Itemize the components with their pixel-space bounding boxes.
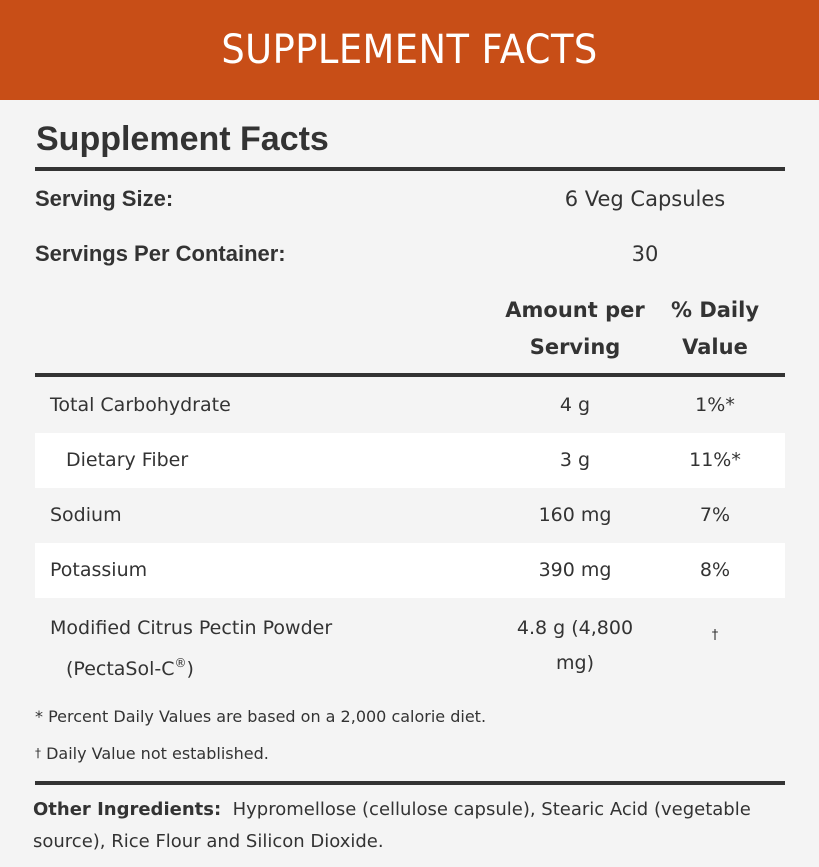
divider [35,781,785,785]
nutrient-daily-value: 1%* [695,394,735,416]
nutrient-name: Sodium [50,504,122,526]
footnote-daily-value-not-established: † Daily Value not established. [35,744,269,763]
header-banner: SUPPLEMENT FACTS [0,0,819,100]
column-header-daily-value: % Daily Value [655,292,775,366]
dagger-mark: † [35,746,41,760]
amount-line2: mg) [556,652,594,674]
table-row: Dietary Fiber 3 g 11%* [35,433,785,488]
nutrient-amount: 3 g [559,449,591,471]
table-row: Potassium 390 mg 8% [35,543,785,598]
table-row-pectin: Modified Citrus Pectin Powder (PectaSol-… [35,598,785,690]
nutrient-daily-value: 11%* [689,449,741,471]
registered-mark: ® [174,656,187,670]
table-row: Sodium 160 mg 7% [35,488,785,543]
nutrient-name: Total Carbohydrate [50,394,231,416]
nutrient-daily-value: 7% [699,504,731,526]
nutrient-name: Modified Citrus Pectin Powder (PectaSol-… [50,611,332,687]
other-ingredients: Other Ingredients: Hypromellose (cellulo… [33,794,753,858]
divider [35,373,785,377]
nutrient-name-line2: (PectaSol-C®) [50,646,332,687]
footnote-percent-daily-values: * Percent Daily Values are based on a 2,… [35,707,487,726]
nutrient-amount: 4.8 g (4,800 mg) [475,611,675,681]
banner-title: SUPPLEMENT FACTS [221,27,598,73]
column-header-dv-line1: % Daily [670,298,760,322]
column-header-amount-line2: Serving [529,335,621,359]
serving-size-label: Serving Size: [35,186,174,211]
nutrient-daily-value: † [711,628,719,643]
other-ingredients-label: Other Ingredients: [33,799,222,820]
nutrient-name-line1: Modified Citrus Pectin Powder [50,617,333,639]
serving-size-value: 6 Veg Capsules [564,187,726,211]
amount-line1: 4.8 g (4,800 [516,617,634,639]
nutrient-amount: 160 mg [538,504,612,526]
nutrient-name: Dietary Fiber [66,449,189,471]
table-row: Total Carbohydrate 4 g 1%* [35,378,785,433]
dagger-note-text: Daily Value not established. [41,744,269,763]
facts-title: Supplement Facts [36,120,329,158]
servings-per-container-value: 30 [631,242,659,266]
divider [35,167,785,171]
close-paren: ) [186,658,194,680]
nutrient-amount: 4 g [559,394,591,416]
column-header-dv-line2: Value [682,335,748,359]
nutrient-name: Potassium [50,559,148,581]
column-header-amount: Amount per Serving [475,292,675,366]
other-ingredients-text: Hypromellose (cellulose capsule), Steari… [33,799,751,852]
column-header-amount-line1: Amount per [505,298,645,322]
nutrient-amount: 390 mg [538,559,612,581]
brand-name: (PectaSol-C [66,658,175,680]
nutrient-daily-value: 8% [699,559,731,581]
servings-per-container-label: Servings Per Container: [35,241,286,266]
